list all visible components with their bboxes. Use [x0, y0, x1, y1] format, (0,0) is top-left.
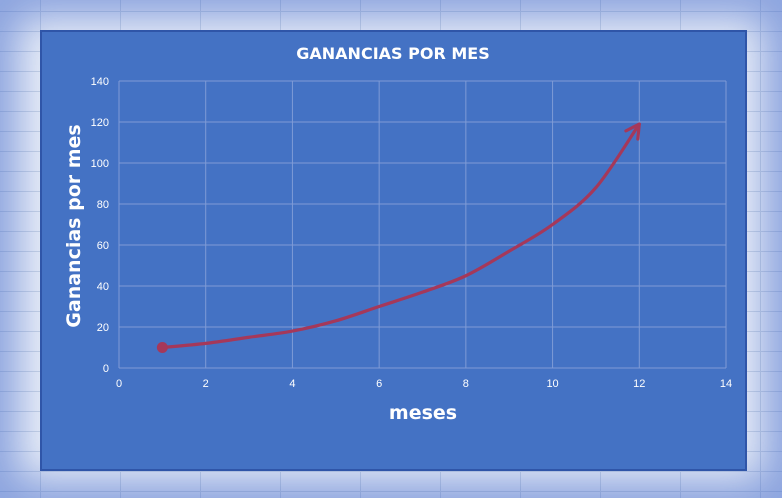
- x-tick-label: 12: [633, 378, 645, 390]
- y-tick-label: 20: [97, 322, 109, 334]
- y-tick-label: 60: [97, 240, 109, 252]
- y-tick-label: 40: [97, 281, 109, 293]
- y-tick-label: 0: [103, 363, 109, 375]
- x-tick-labels: 0 2 4 6 8 10 12 14: [116, 378, 732, 390]
- y-tick-labels: 0 20 40 60 80 100 120 140: [91, 76, 109, 375]
- x-tick-label: 6: [376, 378, 382, 390]
- y-tick-label: 100: [91, 158, 109, 170]
- x-tick-label: 10: [546, 378, 558, 390]
- x-tick-label: 0: [116, 378, 122, 390]
- series-end-arrow: [624, 122, 641, 141]
- y-tick-label: 80: [97, 199, 109, 211]
- series-start-marker: [156, 342, 168, 353]
- series-group: [156, 122, 641, 353]
- chart-title: GANANCIAS POR MES: [296, 44, 489, 63]
- series-line: [160, 122, 641, 350]
- x-tick-label: 4: [289, 378, 295, 390]
- x-axis-title: meses: [389, 402, 457, 424]
- y-tick-label: 140: [91, 76, 109, 88]
- y-tick-label: 120: [91, 117, 109, 129]
- x-tick-label: 8: [463, 378, 469, 390]
- x-tick-label: 14: [720, 378, 732, 390]
- y-axis-title: Ganancias por mes: [63, 124, 85, 327]
- x-tick-label: 2: [203, 378, 209, 390]
- gridlines: [118, 80, 727, 369]
- chart-area[interactable]: [40, 30, 747, 471]
